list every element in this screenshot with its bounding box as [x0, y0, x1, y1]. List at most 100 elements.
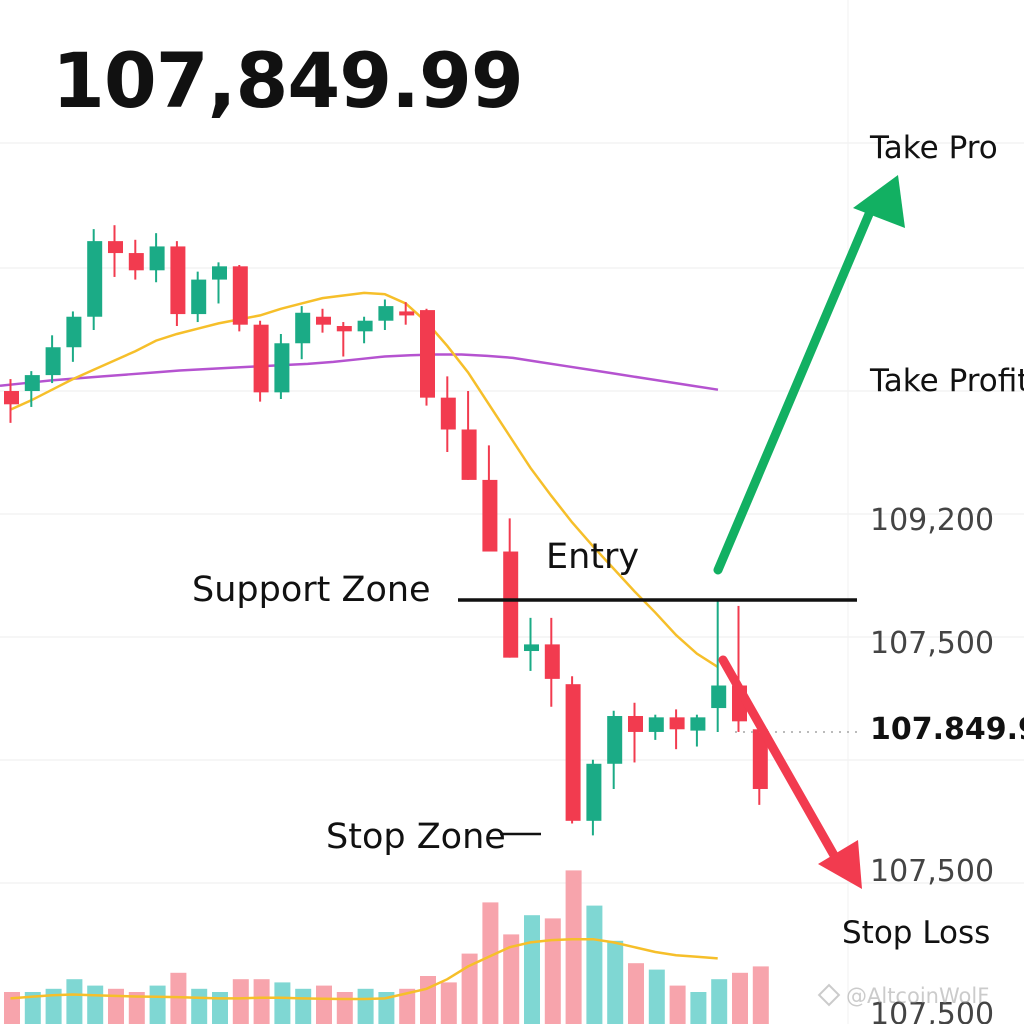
- candle-body: [503, 551, 519, 658]
- volume-bar: [711, 979, 728, 1024]
- price-tick-label: 107,500: [870, 854, 994, 889]
- volume-bar: [24, 992, 41, 1024]
- volume-bar: [128, 992, 145, 1024]
- volume-bar: [461, 953, 478, 1024]
- candle: [232, 265, 248, 332]
- candle: [24, 371, 40, 407]
- candle-body: [4, 391, 19, 405]
- candle: [191, 271, 207, 323]
- candle: [690, 714, 706, 747]
- volume-bar: [149, 985, 166, 1024]
- candle: [752, 727, 768, 805]
- candle: [336, 322, 352, 357]
- candle: [316, 308, 331, 333]
- candle: [420, 308, 435, 406]
- candle: [482, 445, 498, 552]
- volume-ma-line: [10, 937, 718, 1001]
- volume-bar: [399, 988, 416, 1024]
- candle: [628, 702, 643, 763]
- volume-bar: [482, 902, 499, 1024]
- candle-body: [565, 684, 581, 821]
- volume-bar: [336, 992, 353, 1024]
- volume-bar: [357, 988, 374, 1024]
- candle: [586, 759, 602, 836]
- candle-body: [690, 717, 706, 731]
- volume-bar: [607, 940, 624, 1024]
- candle-body: [24, 375, 40, 392]
- volume-bar: [524, 915, 540, 1024]
- candle-body: [316, 316, 331, 325]
- candle: [648, 714, 664, 740]
- price-tick-label: 107,500: [870, 626, 994, 661]
- candle-body: [544, 644, 560, 679]
- candle: [128, 239, 144, 280]
- candle: [732, 605, 747, 732]
- volume-bar: [108, 988, 124, 1024]
- candle-body: [66, 316, 82, 348]
- candle: [108, 225, 123, 277]
- candle-body: [482, 479, 498, 552]
- candle: [149, 233, 165, 283]
- stop-loss-arrow: [718, 655, 862, 889]
- candle: [461, 391, 477, 480]
- candle: [399, 302, 415, 325]
- take-profit-label-2: Take Profit: [869, 363, 1024, 399]
- candle-body: [108, 241, 123, 254]
- candle: [524, 617, 539, 671]
- volume-bar: [232, 979, 249, 1024]
- candle: [669, 709, 685, 750]
- candle-body: [752, 729, 768, 789]
- candle-body: [253, 324, 269, 393]
- volume-bar: [690, 992, 707, 1024]
- candle-body: [399, 311, 415, 316]
- candle-body: [586, 763, 602, 821]
- candle-body: [711, 685, 727, 709]
- current-price-axis-label: 107.849.99: [870, 712, 1024, 747]
- price-tick-label: 109,200: [870, 503, 994, 538]
- volume-bars: [4, 870, 769, 1024]
- volume-bar: [87, 985, 104, 1024]
- volume-bar: [732, 972, 748, 1024]
- candle-body: [336, 326, 352, 332]
- candle-body: [212, 266, 227, 280]
- candle-body: [440, 397, 456, 430]
- volume-bar: [628, 963, 644, 1024]
- entry-label: Entry: [546, 537, 639, 577]
- price-tick-label: 107,500: [870, 997, 994, 1024]
- candle-body: [149, 246, 165, 271]
- candle-body: [232, 266, 248, 325]
- candle-body: [607, 716, 623, 764]
- candle: [357, 316, 373, 344]
- stop-zone-label: Stop Zone: [326, 817, 506, 857]
- candle: [212, 262, 227, 304]
- volume-bar: [565, 870, 582, 1024]
- candles: [4, 225, 768, 836]
- take-profit-arrow: [713, 175, 905, 575]
- candle: [4, 379, 19, 423]
- candle: [274, 333, 290, 399]
- candle: [66, 311, 82, 362]
- volume-bar: [586, 905, 603, 1024]
- support-zone-label: Support Zone: [192, 570, 431, 610]
- volume-bar: [503, 934, 520, 1024]
- candle: [378, 299, 394, 330]
- volume-bar: [316, 985, 332, 1024]
- volume-bar: [45, 988, 62, 1024]
- volume-bar: [212, 992, 228, 1024]
- volume-bar: [295, 988, 312, 1024]
- candle: [87, 229, 103, 330]
- volume-bar: [420, 976, 436, 1024]
- watermark: @AltcoinWolF: [817, 983, 989, 1008]
- candle-body: [420, 310, 435, 398]
- take-profit-label-1: Take Pro: [869, 130, 998, 166]
- stop-loss-label: Stop Loss: [842, 915, 990, 951]
- candle-body: [628, 716, 643, 732]
- candle-body: [45, 347, 61, 376]
- candle: [544, 617, 560, 707]
- candle-body: [357, 320, 373, 332]
- candle: [607, 710, 623, 789]
- volume-bar: [253, 979, 270, 1024]
- candle-body: [295, 312, 311, 344]
- volume-bar: [274, 982, 291, 1024]
